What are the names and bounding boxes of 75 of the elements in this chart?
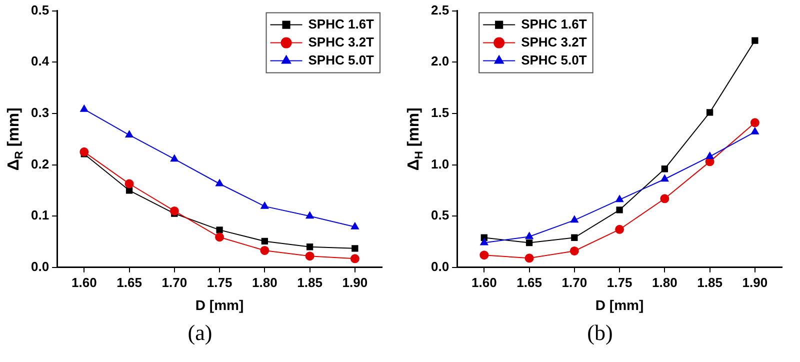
x-tick-label: 1.60: [471, 274, 497, 290]
x-tick-label: 1.90: [342, 274, 368, 290]
y-axis-title: ΔH [mm]: [405, 108, 426, 171]
legend-label: SPHC 3.2T: [521, 34, 587, 50]
point: [706, 109, 714, 116]
point: [261, 238, 268, 245]
point: [260, 246, 270, 255]
point: [80, 147, 89, 156]
point: [305, 252, 314, 261]
y-tick-label: 0.1: [30, 208, 50, 223]
y-tick-label: 0.4: [30, 54, 50, 69]
point: [570, 246, 579, 256]
legend-label: SPHC 1.6T: [521, 16, 587, 32]
x-tick-label: 1.80: [652, 274, 678, 290]
y-tick-label: 0.3: [30, 105, 50, 120]
x-tick-label: 1.70: [562, 274, 588, 290]
point: [752, 37, 758, 44]
point: [350, 222, 359, 230]
y-axis-title: ΔR [mm]: [5, 108, 26, 171]
point: [480, 250, 489, 260]
point: [306, 244, 314, 250]
x-tick-label: 1.65: [516, 274, 542, 290]
point: [570, 216, 578, 223]
point: [661, 166, 668, 172]
y-tick-label: 2.0: [430, 54, 450, 69]
x-tick-label: 1.90: [742, 274, 768, 290]
y-tick-label: 1.0: [430, 156, 450, 172]
point: [216, 179, 224, 186]
x-tick-label: 1.85: [697, 274, 722, 290]
y-tick-label: 0.5: [430, 208, 450, 223]
point: [352, 245, 358, 252]
legend-label: SPHC 3.2T: [308, 34, 374, 50]
point: [660, 194, 670, 204]
x-axis-title: D [mm]: [195, 296, 244, 313]
point: [524, 254, 534, 263]
point: [216, 226, 223, 234]
text: (b): [586, 320, 614, 346]
x-tick-label: 1.85: [297, 274, 322, 290]
y-tick-label: 1.5: [430, 105, 450, 120]
point: [750, 118, 760, 128]
point: [170, 154, 178, 162]
point: [616, 195, 624, 202]
x-tick-label: 1.70: [162, 274, 188, 290]
point: [660, 174, 669, 182]
legend-label: SPHC 1.6T: [308, 16, 374, 32]
point: [125, 130, 134, 138]
point: [750, 127, 759, 134]
point: [215, 232, 224, 242]
y-tick-label: 0.0: [430, 258, 450, 274]
y-tick-label: 0.0: [30, 258, 50, 274]
point: [480, 238, 488, 246]
y-tick-label: 0.2: [30, 156, 50, 172]
point: [260, 202, 269, 209]
point: [706, 152, 714, 160]
point: [80, 104, 88, 112]
point: [306, 212, 314, 219]
x-tick-label: 1.75: [206, 274, 232, 290]
y-tick-label: 2.5: [430, 2, 450, 18]
point: [124, 179, 134, 188]
x-tick-label: 1.75: [606, 274, 632, 290]
legend-label: SPHC 5.0T: [308, 52, 374, 68]
point: [525, 232, 534, 240]
text: (a): [186, 320, 214, 346]
point: [170, 206, 179, 216]
legend-label: SPHC 5.0T: [521, 52, 587, 68]
point: [616, 206, 623, 214]
x-tick-label: 1.80: [252, 274, 278, 290]
x-axis-title: D [mm]: [595, 296, 644, 313]
point: [350, 254, 360, 264]
x-tick-label: 1.65: [116, 274, 142, 290]
point: [615, 224, 624, 234]
y-tick-label: 0.5: [30, 2, 50, 18]
point: [571, 234, 578, 241]
point: [526, 239, 533, 246]
x-tick-label: 1.60: [71, 274, 97, 290]
